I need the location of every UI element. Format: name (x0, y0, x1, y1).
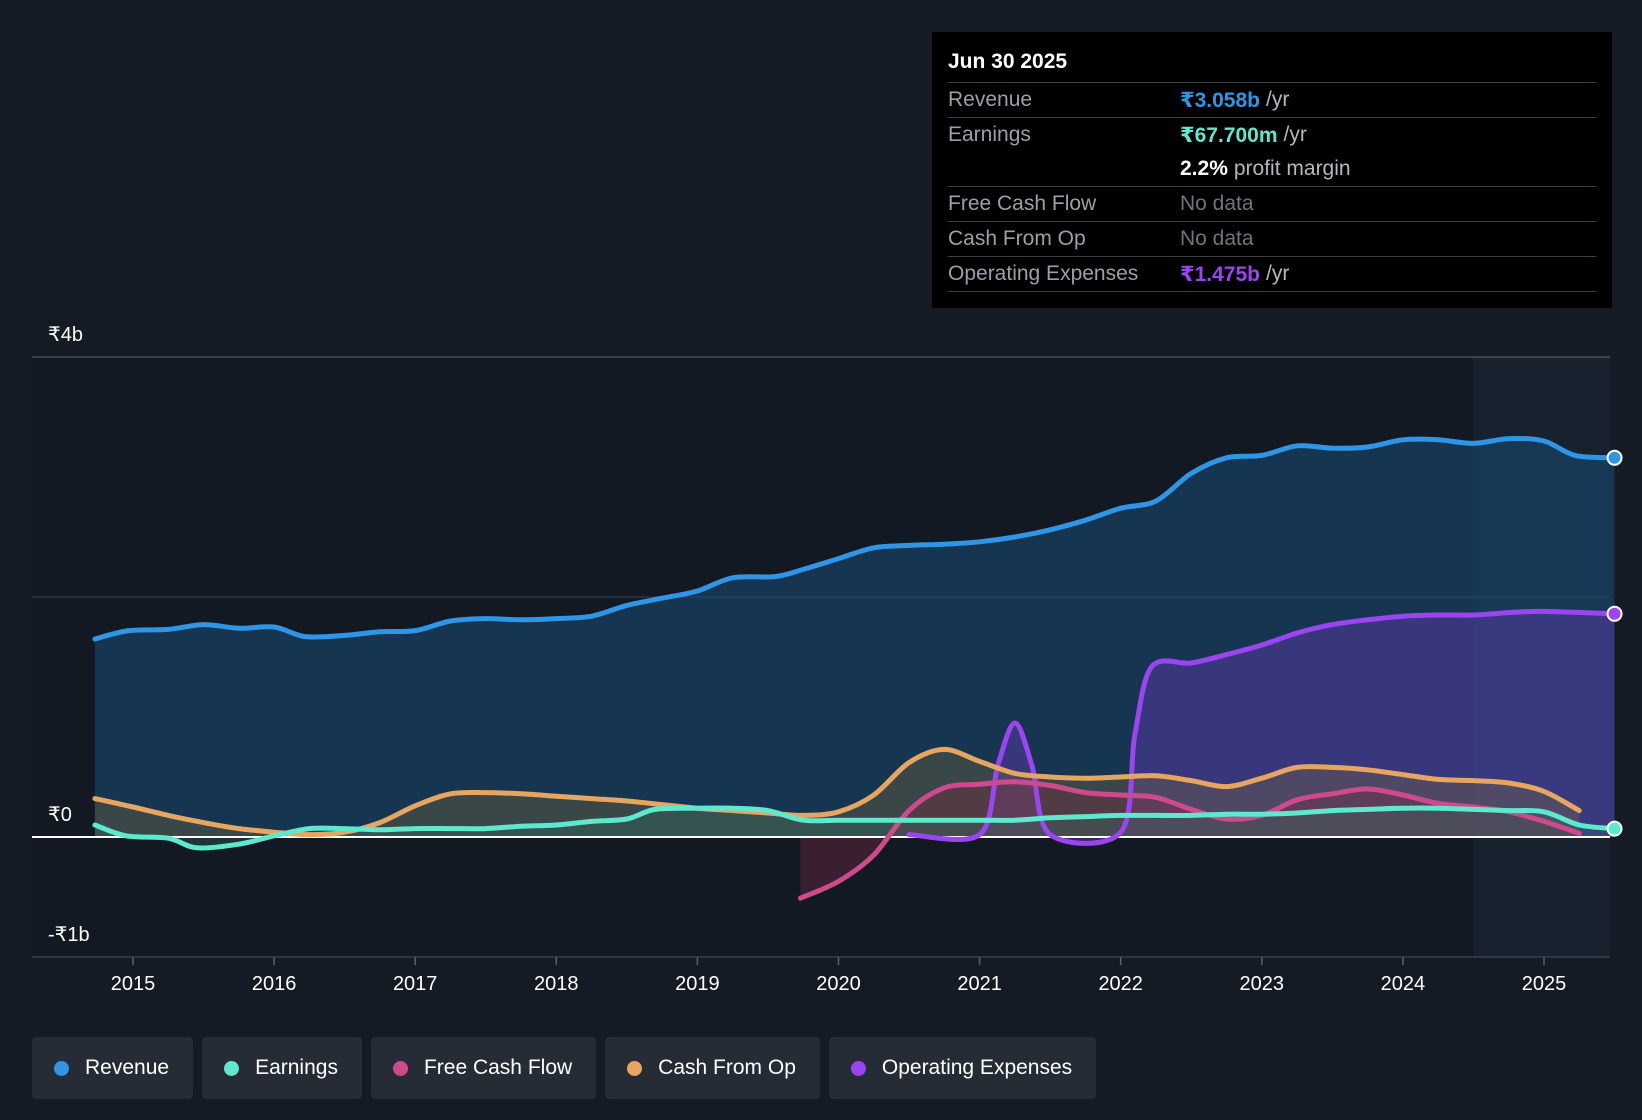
tooltip-margin-value: 2.2% (1180, 157, 1228, 180)
x-tick-label: 2016 (252, 973, 297, 995)
legend-item-free-cash-flow[interactable]: Free Cash Flow (370, 1037, 597, 1099)
tooltip-row-revenue: Revenue ₹3.058b /yr (948, 82, 1596, 117)
legend-item-operating-expenses[interactable]: Operating Expenses (828, 1037, 1097, 1099)
operating-expenses-dot-icon (850, 1060, 866, 1076)
y-tick-label: ₹0 (48, 804, 72, 826)
x-tick-label: 2024 (1381, 973, 1426, 995)
x-tick-label: 2020 (816, 973, 861, 995)
x-tick-label: 2025 (1522, 973, 1567, 995)
tooltip-unit: profit margin (1233, 157, 1351, 180)
tooltip-unit: /yr (1266, 88, 1290, 111)
fcf-line (797, 779, 1582, 901)
x-tick-label: 2019 (675, 973, 720, 995)
tooltip-label: Operating Expenses (948, 262, 1139, 285)
revenue-dot-icon (54, 1060, 69, 1076)
legend-label: Earnings (255, 1056, 338, 1079)
earnings-dot-icon (224, 1060, 240, 1076)
legend-label: Operating Expenses (881, 1056, 1073, 1079)
tooltip-earnings-value: ₹67.700m (1180, 123, 1278, 147)
x-tick-label: 2023 (1240, 973, 1285, 995)
legend-item-earnings[interactable]: Earnings (202, 1037, 362, 1099)
revenue-line (92, 435, 1617, 642)
tooltip-label: Cash From Op (948, 227, 1086, 250)
x-axis-labels: 2015 2016 2017 2018 2019 2020 2021 2022 2023 2024… (111, 957, 1567, 995)
opex-line (906, 608, 1617, 846)
opex-end-marker (1606, 605, 1623, 622)
tooltip-divider (948, 291, 1596, 292)
tooltip-unit: /yr (1283, 123, 1307, 146)
tooltip-fcf-value: No data (1180, 192, 1254, 215)
tooltip-row-fcf: Free Cash Flow No data (948, 186, 1596, 221)
tooltip-cfo-value: No data (1180, 227, 1254, 250)
y-tick-label: -₹1b (48, 924, 90, 946)
x-tick-label: 2022 (1098, 973, 1143, 995)
opex-area (909, 611, 1615, 844)
legend-item-revenue[interactable]: Revenue (32, 1037, 194, 1099)
tooltip-label: Revenue (948, 88, 1033, 111)
tooltip-row-margin: 2.2% profit margin (948, 152, 1596, 186)
legend-label: Revenue (85, 1056, 170, 1079)
earnings-line (92, 805, 1617, 851)
x-tick-label: 2015 (111, 973, 156, 995)
legend-item-cash-from-op[interactable]: Cash From Op (605, 1037, 820, 1099)
tooltip-date: Jun 30 2025 (948, 50, 1068, 73)
tooltip-opex-value: ₹1.475b (1180, 262, 1260, 286)
revenue-end-marker (1606, 449, 1623, 466)
x-tick-label: 2018 (534, 973, 579, 995)
series-end-markers (1606, 449, 1623, 837)
x-tick-label: 2017 (393, 973, 438, 995)
legend-label: Cash From Op (658, 1056, 796, 1079)
x-tick-label: 2021 (957, 973, 1002, 995)
tooltip-row-opex: Operating Expenses ₹1.475b /yr (948, 256, 1596, 291)
y-axis-labels: ₹4b ₹0 -₹1b (48, 324, 90, 946)
tooltip-label: Earnings (948, 123, 1031, 146)
y-tick-label: ₹4b (48, 324, 83, 346)
tooltip-row-cfo: Cash From Op No data (948, 221, 1596, 256)
tooltip-row-earnings: Earnings ₹67.700m /yr (948, 117, 1596, 152)
free-cash-flow-dot-icon (392, 1060, 408, 1076)
tooltip-label: Free Cash Flow (948, 192, 1097, 215)
tooltip-panel: Jun 30 2025 Revenue ₹3.058b /yr Earnings… (932, 32, 1612, 308)
tooltip-unit: /yr (1266, 262, 1290, 285)
cash-from-op-dot-icon (627, 1060, 643, 1076)
tooltip-revenue-value: ₹3.058b (1180, 88, 1260, 112)
chart-legend: Revenue Earnings Free Cash Flow Cash Fro… (32, 1037, 1097, 1099)
cfo-line (92, 746, 1582, 838)
earnings-end-marker (1606, 820, 1623, 837)
legend-label: Free Cash Flow (423, 1056, 573, 1079)
series-lines (92, 435, 1617, 901)
